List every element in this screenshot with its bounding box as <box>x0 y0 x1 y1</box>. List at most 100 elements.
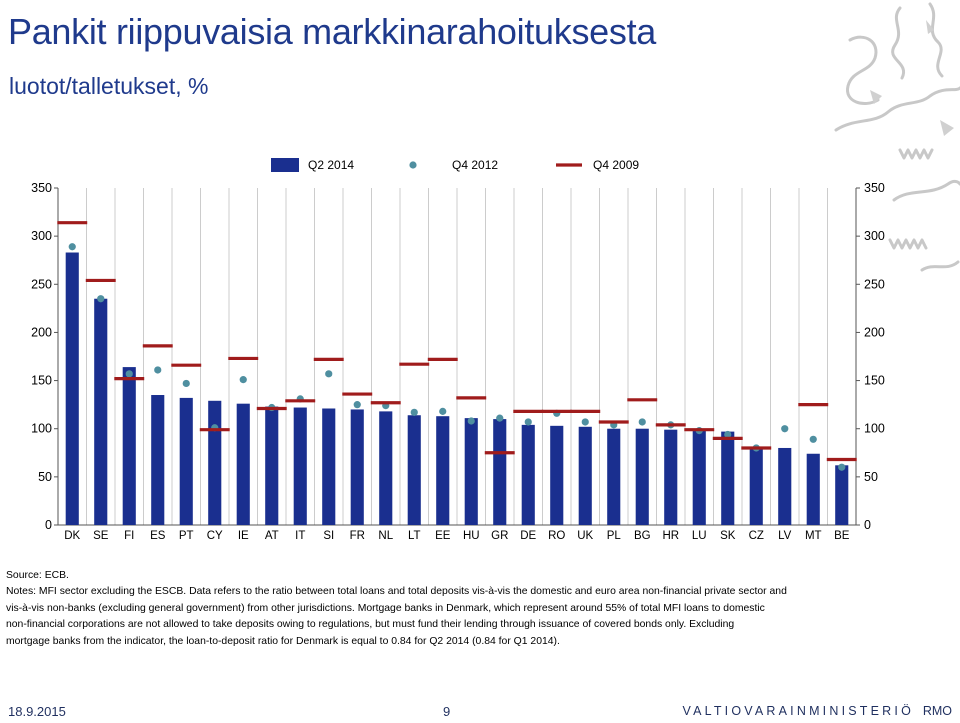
lion-crest-icon <box>834 2 960 272</box>
bar <box>65 252 79 526</box>
dot-marker <box>809 435 817 443</box>
bar <box>464 418 478 525</box>
legend-label: Q2 2014 <box>308 158 354 172</box>
x-tick-label: SK <box>720 530 736 542</box>
x-tick-label: MT <box>805 530 822 542</box>
x-tick-label: FI <box>124 530 134 542</box>
bar <box>94 298 108 525</box>
chart-axes: 0 0 50 50 100 100 150 150 200 200 250 250 300 300 350 3… <box>31 181 885 532</box>
y-tick-label-left: 0 <box>45 518 52 532</box>
dot-marker <box>239 376 247 384</box>
x-tick-label: AT <box>265 530 279 542</box>
x-tick-label: EE <box>435 530 451 542</box>
y-tick-label-right: 250 <box>864 277 885 291</box>
dot-marker <box>410 408 418 416</box>
dot-marker <box>154 366 162 374</box>
page-number: 9 <box>443 704 451 719</box>
x-tick-label: FR <box>350 530 365 542</box>
dot-marker <box>638 418 646 426</box>
legend-label: Q4 2009 <box>593 158 639 172</box>
x-tick-label: CZ <box>749 530 764 542</box>
y-tick-label-left: 100 <box>31 422 52 436</box>
y-tick-label-right: 150 <box>864 374 885 388</box>
bar <box>692 430 706 525</box>
bar <box>208 400 222 525</box>
bar <box>493 419 507 525</box>
x-tick-label: BE <box>834 530 850 542</box>
dot-marker <box>524 418 532 426</box>
dot-marker <box>724 430 732 439</box>
bar <box>265 406 279 525</box>
legend-swatch-dot <box>409 161 417 169</box>
dot-marker <box>439 407 447 415</box>
x-tick-label: CY <box>207 530 223 542</box>
x-tick-label: SE <box>93 530 109 542</box>
y-tick-label-right: 200 <box>864 325 885 339</box>
y-tick-label-right: 350 <box>864 181 885 195</box>
notes-line: Notes: MFI sector excluding the ESCB. Da… <box>6 586 787 598</box>
x-tick-label: DE <box>520 530 536 542</box>
x-tick-label: LT <box>408 530 421 542</box>
source-note: Source: ECB. <box>6 570 69 581</box>
x-tick-label: GR <box>491 530 508 542</box>
bar <box>350 409 364 525</box>
bar <box>122 367 136 525</box>
slide-subtitle: luotot/talletukset, % <box>9 73 209 99</box>
bar <box>521 424 535 525</box>
chart-notes: Source: ECB. Notes: MFI sector excluding… <box>6 568 876 650</box>
dot-marker <box>125 370 133 378</box>
bar <box>236 403 250 525</box>
bar <box>635 428 649 525</box>
dot-marker <box>68 243 76 251</box>
dot-marker <box>182 379 190 388</box>
bar <box>151 395 165 525</box>
dot-marker <box>353 401 361 409</box>
y-tick-label-left: 350 <box>31 181 52 195</box>
dot-marker <box>325 370 333 378</box>
bar <box>179 397 193 525</box>
x-tick-label: IT <box>295 530 305 542</box>
x-tick-label: HR <box>662 530 679 542</box>
x-tick-label: ES <box>150 530 166 542</box>
notes-line: vis-à-vis non-banks (excluding general g… <box>6 602 765 614</box>
legend-swatch-bar <box>271 158 299 172</box>
x-tick-label: LU <box>692 530 707 542</box>
bar <box>578 426 592 525</box>
dot-marker <box>467 417 475 425</box>
bar <box>550 425 564 525</box>
dot-marker <box>781 425 789 433</box>
y-tick-label-right: 50 <box>864 470 878 484</box>
slide-title: Pankit riippuvaisia markkinarahoituksest… <box>8 11 657 52</box>
bar <box>322 408 336 525</box>
x-tick-label: SI <box>323 530 334 542</box>
x-tick-label: HU <box>463 530 480 542</box>
bar <box>835 465 849 525</box>
chart-legend: Q2 2014 Q4 2012 Q4 2009 <box>271 158 639 172</box>
x-tick-labels: DK SE FI ES PT CY IE AT IT SI FR NL LT EE HU GR DE RO UK PL… <box>64 530 849 542</box>
y-tick-label-right: 300 <box>864 229 885 243</box>
bar <box>436 416 450 525</box>
dot-marker <box>838 463 846 471</box>
x-tick-label: PL <box>607 530 622 542</box>
x-tick-label: RO <box>548 530 565 542</box>
dot-marker <box>496 414 504 422</box>
bar <box>664 429 678 525</box>
notes-line: non-financial corporations are not allow… <box>6 619 735 631</box>
organization-suffix: RMO <box>922 704 952 718</box>
bar <box>721 431 735 525</box>
chart-grid <box>57 188 857 525</box>
footer-date: 18.9.2015 <box>8 704 66 719</box>
bar-series-q2-2014 <box>65 252 849 526</box>
y-tick-label-left: 250 <box>31 277 52 291</box>
y-tick-label-left: 300 <box>31 229 52 243</box>
x-tick-label: NL <box>378 530 393 542</box>
x-tick-label: IE <box>238 530 249 542</box>
y-tick-label-left: 50 <box>38 470 52 484</box>
bar <box>607 428 621 525</box>
organization-name: VALTIOVARAINMINISTERIÖ <box>682 704 914 718</box>
notes-line: mortgage banks from the indicator, the l… <box>6 635 560 647</box>
x-tick-label: LV <box>778 530 792 542</box>
dash-series-q4-2009 <box>57 221 857 462</box>
bar <box>806 453 820 525</box>
x-tick-label: UK <box>577 530 593 542</box>
